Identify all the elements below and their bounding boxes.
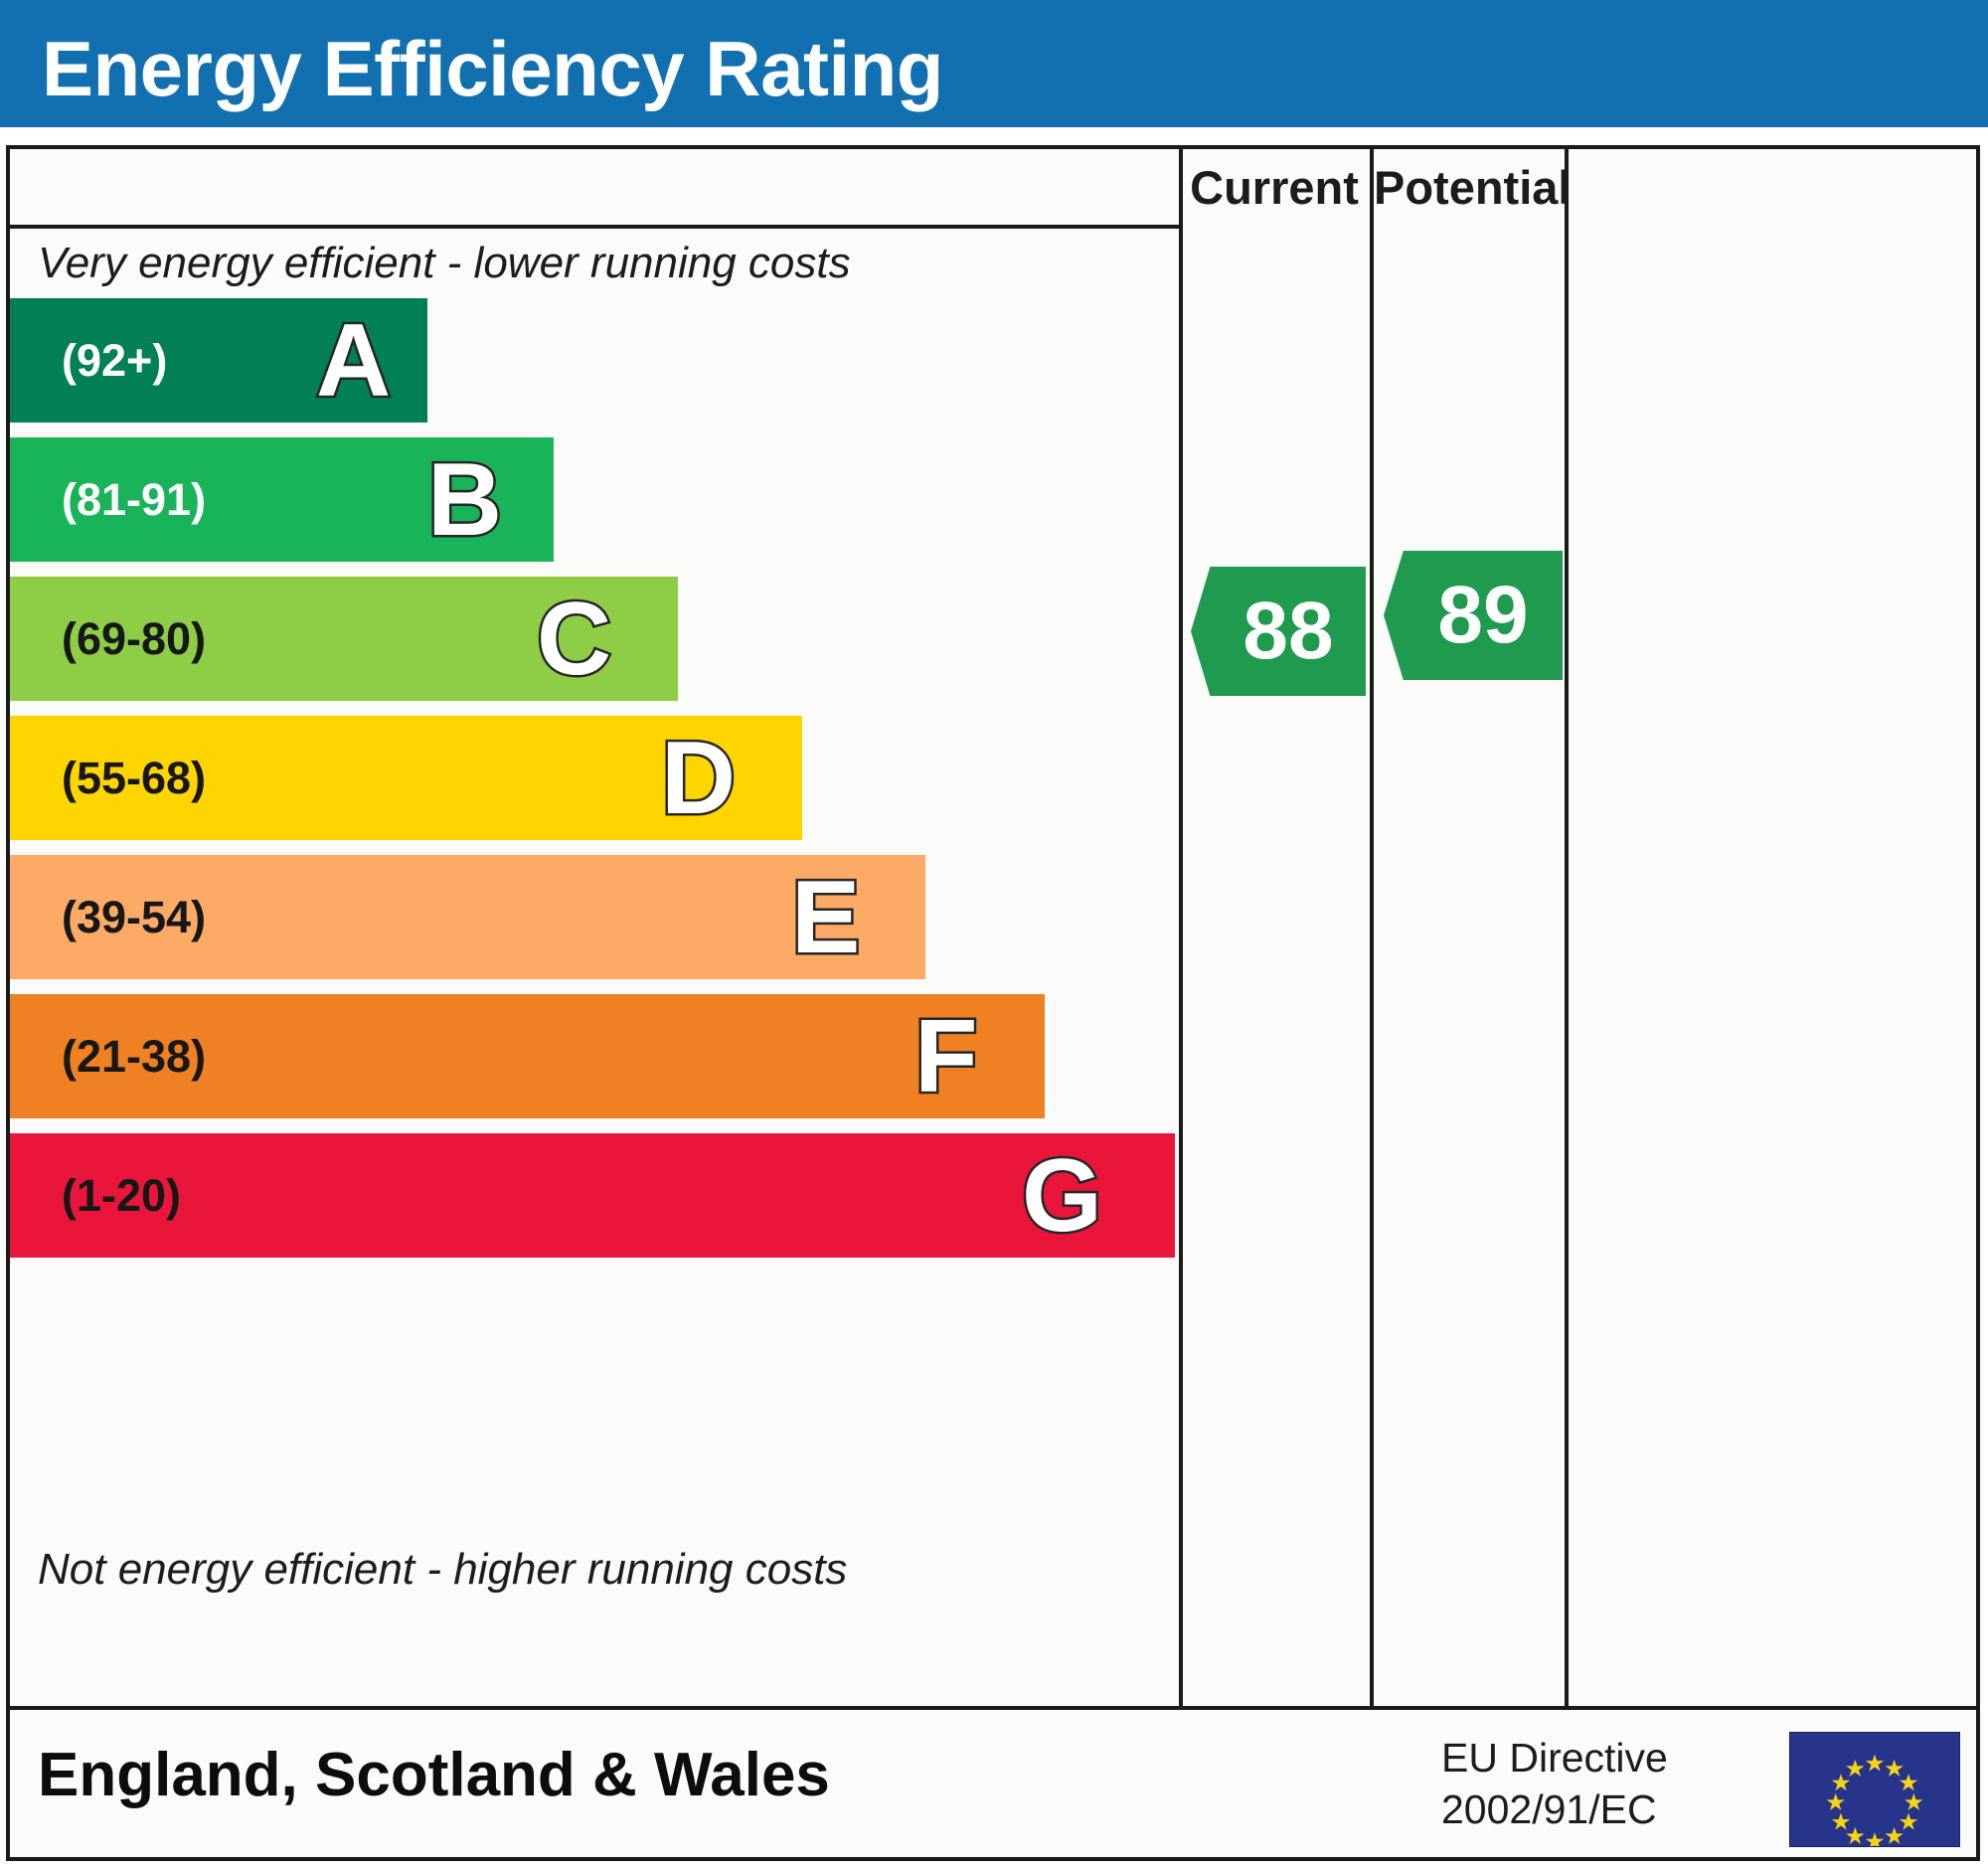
band-c: (69-80) C — [10, 577, 678, 701]
band-b-range: (81-91) — [62, 474, 207, 525]
band-c-letter: C — [534, 581, 613, 697]
band-f-letter: F — [912, 998, 980, 1114]
page-title: Energy Efficiency Rating — [42, 25, 943, 112]
efficiency-band-list: (92+) A (81-91) B (69-80) C (55-68) D (3… — [10, 298, 1179, 1541]
band-e-range: (39-54) — [62, 892, 207, 942]
band-a-letter: A — [313, 302, 393, 419]
band-c-range: (69-80) — [62, 613, 207, 664]
eu-directive-line2: 2002/91/EC — [1441, 1786, 1657, 1832]
band-g-letter: G — [1020, 1137, 1105, 1254]
band-g-range: (1-20) — [62, 1170, 182, 1221]
band-e-letter: E — [788, 859, 862, 975]
column-header-potential: Potential — [1374, 161, 1572, 214]
potential-rating-badge: 89 — [1384, 551, 1563, 680]
eu-flag-icon — [1789, 1732, 1960, 1847]
band-e: (39-54) E — [10, 855, 925, 979]
eu-directive-label: EU Directive 2002/91/EC — [1441, 1732, 1668, 1835]
band-a: (92+) A — [10, 298, 427, 423]
current-rating-badge: 88 — [1191, 567, 1366, 696]
band-a-range: (92+) — [62, 335, 168, 386]
column-divider-middle — [1370, 149, 1374, 1710]
band-g: (1-20) G — [10, 1133, 1175, 1258]
column-divider-left — [1179, 149, 1183, 1710]
title-bar: Energy Efficiency Rating — [0, 0, 1988, 127]
band-b: (81-91) B — [10, 437, 554, 562]
footer-row: England, Scotland & Wales EU Directive 2… — [10, 1710, 1976, 1861]
header-divider — [10, 225, 1179, 229]
band-d-letter: D — [658, 720, 738, 836]
eu-directive-line1: EU Directive — [1441, 1735, 1668, 1781]
column-header-row: Current Potential — [10, 149, 1976, 227]
band-f: (21-38) F — [10, 994, 1045, 1118]
column-header-current: Current — [1190, 161, 1359, 214]
footer-divider — [10, 1706, 1976, 1710]
band-f-range: (21-38) — [62, 1031, 207, 1082]
band-d-range: (55-68) — [62, 753, 207, 803]
band-d: (55-68) D — [10, 716, 802, 840]
rating-table: Current Potential Very energy efficient … — [6, 145, 1980, 1861]
column-divider-right — [1565, 149, 1569, 1710]
caption-efficient: Very energy efficient - lower running co… — [38, 239, 851, 287]
band-b-letter: B — [424, 441, 504, 558]
caption-not-efficient: Not energy efficient - higher running co… — [38, 1545, 848, 1594]
region-label: England, Scotland & Wales — [38, 1741, 830, 1809]
